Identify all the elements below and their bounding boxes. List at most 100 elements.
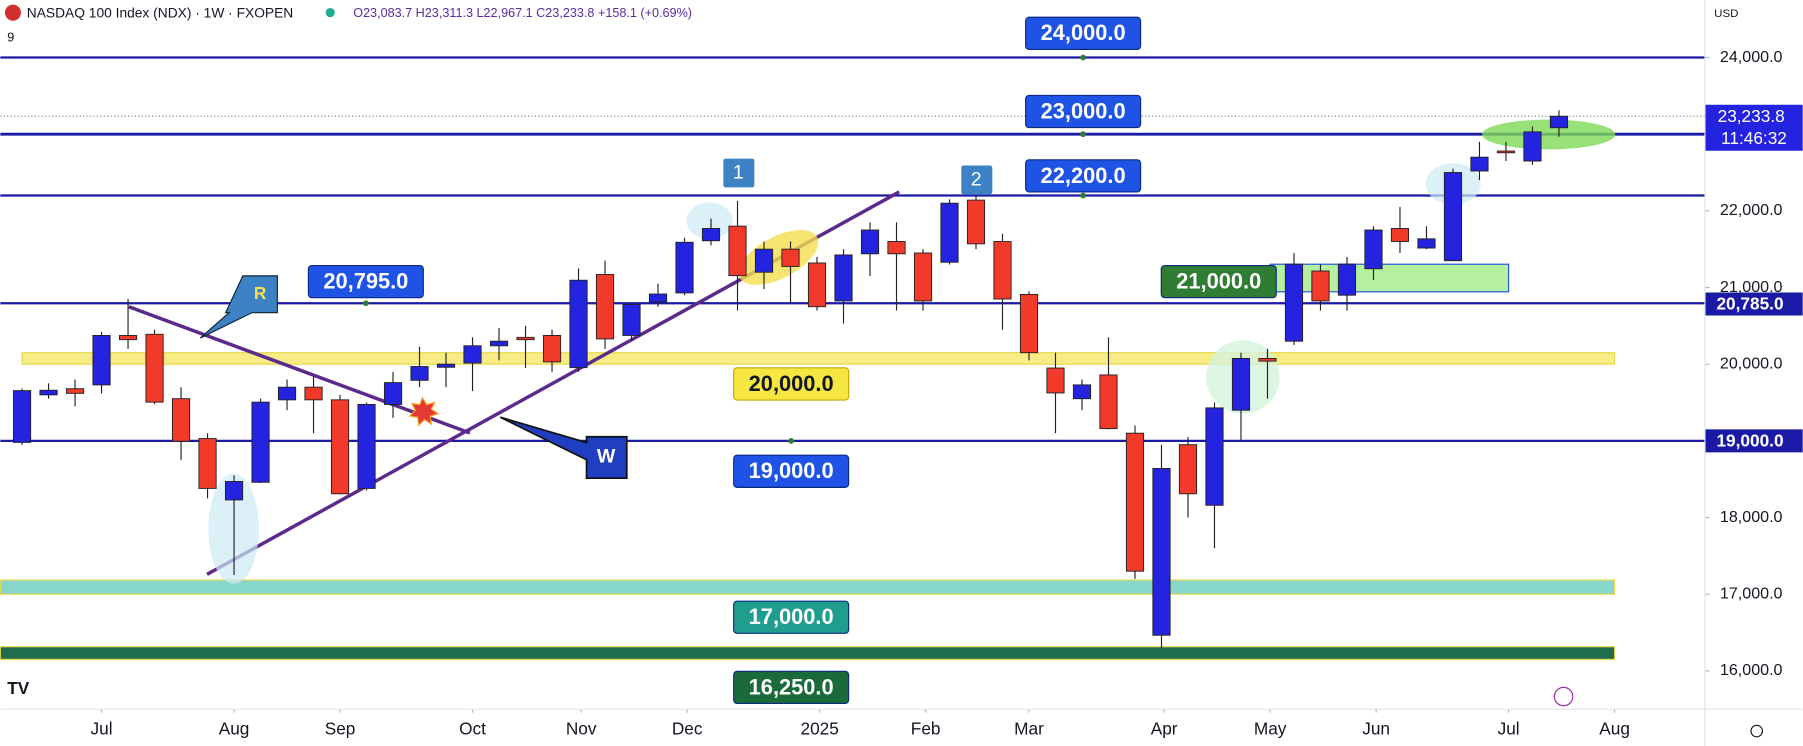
y-tick-label: 20,000.0 [1720, 354, 1783, 372]
candle-body [1364, 229, 1383, 270]
marks-layer [12, 110, 1569, 648]
annotation: R [254, 283, 267, 303]
candle-body [1523, 131, 1542, 162]
level-anchor [788, 437, 795, 444]
candle-body [1284, 263, 1304, 342]
settings-icon[interactable] [1750, 724, 1764, 738]
level-anchor [1080, 192, 1086, 199]
level-label: 24,000.0 [1041, 20, 1126, 45]
candle-body [224, 481, 244, 501]
price-marker-label: 20,785.0 [1716, 294, 1783, 314]
candle-body [1337, 263, 1357, 296]
x-tick-label: Jun [1362, 718, 1390, 738]
level-box [733, 454, 850, 488]
y-tick-label: 18,000.0 [1720, 508, 1783, 526]
candle-body [171, 398, 191, 442]
candle-body [1099, 374, 1118, 430]
logo: TV [7, 678, 30, 698]
candle-body [65, 388, 85, 394]
flag-icon [4, 4, 22, 21]
candle-body [860, 229, 880, 255]
x-tick-label: Dec [672, 718, 703, 738]
level-label: 23,000.0 [1041, 98, 1126, 123]
level-box [1025, 16, 1142, 51]
callout [199, 275, 278, 339]
x-tick-label: May [1254, 718, 1287, 738]
candle-body [1178, 444, 1198, 495]
level-anchor [1080, 131, 1086, 138]
level-box [1025, 159, 1142, 193]
candle-body [728, 225, 747, 277]
zone [0, 579, 1616, 595]
candle-body [1496, 150, 1516, 154]
annotation: 1 [733, 162, 744, 184]
price-marker-label: 19,000.0 [1716, 431, 1783, 451]
y-tick-label: 17,000.0 [1720, 584, 1783, 602]
candle-body [330, 399, 350, 495]
candle-body [277, 386, 297, 401]
candle-body [489, 340, 509, 347]
level-box [733, 670, 850, 705]
annotation-box [723, 158, 755, 188]
level-label: 17,000.0 [749, 604, 834, 629]
x-tick-label: Apr [1151, 718, 1178, 738]
last-price-label: 23,233.8 [1718, 106, 1785, 126]
candle-body [1470, 156, 1489, 172]
candle-body [781, 248, 800, 267]
highlight [1481, 119, 1616, 150]
candle-body [410, 366, 429, 381]
y-tick-label: 21,000.0 [1720, 278, 1783, 296]
price-marker [1704, 292, 1803, 316]
level-anchor [1080, 54, 1086, 61]
candle-body [1258, 357, 1277, 362]
candle-body [807, 262, 827, 308]
alert-icon[interactable] [1553, 686, 1574, 707]
chart-title: NASDAQ 100 Index (NDX) · 1W · FXOPEN [27, 5, 294, 20]
level-box [1025, 94, 1142, 129]
level-box [733, 600, 850, 634]
annotation: W [597, 446, 616, 468]
annotation: 2 [971, 169, 982, 191]
candle-body [1390, 228, 1410, 242]
candle-body [940, 202, 959, 263]
candle-body [516, 336, 535, 341]
candle-body [913, 252, 933, 302]
candle-body [595, 274, 615, 340]
candle-body [1443, 172, 1463, 262]
x-tick-label: Jul [91, 718, 113, 738]
callout [499, 416, 628, 480]
level-label: 19,000.0 [749, 458, 834, 483]
level-label: 20,000.0 [749, 371, 834, 396]
x-tick-label: Aug [1599, 718, 1630, 738]
level-anchor [362, 300, 369, 307]
y-tick-label: 16,000.0 [1720, 661, 1783, 679]
x-tick-label: Nov [566, 718, 597, 738]
ohlc-stats: O23,083.7 H23,311.3 L22,967.1 C23,233.8 … [353, 6, 692, 20]
level-box [307, 264, 424, 299]
x-tick-label: 2025 [800, 718, 838, 738]
candle-body [1549, 115, 1569, 129]
back-layer [0, 56, 1705, 660]
candle-body [251, 401, 270, 483]
candle-body [1231, 357, 1251, 411]
annotation-box [961, 165, 993, 195]
candle-body [1417, 238, 1436, 249]
indicator-count[interactable]: 9 [7, 30, 14, 44]
highlight [686, 202, 733, 240]
candle-body [1152, 468, 1171, 636]
candle-body [834, 254, 853, 302]
level-label: 16,250.0 [749, 674, 834, 699]
candle-body [993, 241, 1012, 300]
y-tick-label: 22,000.0 [1720, 201, 1783, 219]
candle-body [463, 345, 482, 364]
candle-body [1125, 432, 1145, 572]
candle-body [542, 334, 562, 363]
level-label: 22,200.0 [1041, 163, 1126, 188]
x-tick-label: Feb [911, 718, 941, 738]
level-box [1160, 264, 1277, 299]
x-tick-label: Oct [459, 718, 486, 738]
candle-body [1072, 384, 1092, 400]
price-marker [1704, 429, 1803, 453]
last-price-box [1704, 104, 1803, 151]
